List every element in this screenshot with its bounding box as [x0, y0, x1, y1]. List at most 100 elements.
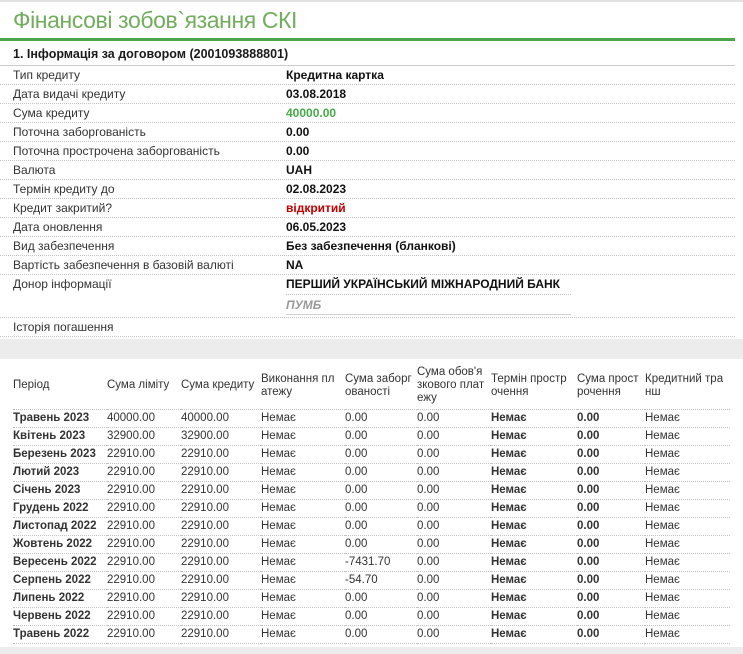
table-cell: 0.00: [345, 607, 417, 626]
table-cell: Немає: [491, 535, 577, 554]
table-cell: Немає: [645, 463, 730, 482]
field-row: Дата видачі кредиту 03.08.2018: [0, 85, 735, 104]
table-cell: 0.00: [577, 499, 645, 518]
table-cell: Жовтень 2022: [13, 535, 107, 554]
table-cell: 0.00: [345, 427, 417, 446]
field-value: 03.08.2018: [286, 87, 347, 101]
table-cell: Листопад 2022: [13, 517, 107, 536]
field-label: Валюта: [13, 163, 56, 177]
table-cell: Немає: [645, 625, 730, 644]
table-cell: 22910.00: [107, 463, 181, 482]
table-cell: 0.00: [577, 409, 645, 428]
payment-history-table: Період Сума ліміту Сума кредиту Виконання п…: [13, 364, 730, 644]
donor-bank-short-name: ПУМБ: [286, 295, 571, 315]
table-cell: 22910.00: [107, 607, 181, 626]
table-cell: Вересень 2022: [13, 553, 107, 572]
table-cell: 0.00: [345, 499, 417, 518]
table-cell: Немає: [645, 553, 730, 572]
field-value: 40000.00: [286, 106, 337, 120]
column-header-1: Період: [13, 364, 107, 410]
table-cell: Немає: [261, 481, 345, 500]
table-cell: 22910.00: [181, 463, 261, 482]
table-cell: Немає: [645, 481, 730, 500]
table-cell: 22910.00: [107, 499, 181, 518]
table-cell: Липень 2022: [13, 589, 107, 608]
table-cell: Немає: [491, 625, 577, 644]
header-row: Період Сума ліміту Сума кредиту Виконання п…: [13, 364, 730, 410]
table-cell: 0.00: [577, 535, 645, 554]
field-value: 0.00: [286, 144, 310, 158]
table-cell: Немає: [491, 463, 577, 482]
field-value: 02.08.2023: [286, 182, 347, 196]
table-cell: Немає: [261, 535, 345, 554]
field-row: Сума кредиту 40000.00: [0, 104, 735, 123]
table-row: Вересень 2022 22910.00 22910.00 Немає -7431.…: [13, 553, 730, 572]
field-row: Кредит закритий? відкритий: [0, 199, 735, 218]
field-row: Валюта UAH: [0, 161, 735, 180]
table-cell: Немає: [645, 409, 730, 428]
table-cell: Немає: [261, 589, 345, 608]
field-row: Вид забезпечення Без забезпечення (бланко…: [0, 237, 735, 256]
table-cell: 0.00: [345, 445, 417, 464]
table-cell: Немає: [261, 499, 345, 518]
field-label: Термін кредиту до: [13, 182, 115, 196]
payment-history-body: Травень 2023 40000.00 40000.00 Немає 0.00 0.0…: [13, 409, 730, 644]
table-row: Травень 2023 40000.00 40000.00 Немає 0.00 0.0…: [13, 409, 730, 428]
column-header-2: Сума ліміту: [107, 364, 181, 410]
column-header-6: Сума обов'язкового платежу: [417, 364, 491, 410]
contract-info-list: Тип кредиту Кредитна картка Дата видачі кр…: [0, 66, 743, 337]
table-top-band: [0, 339, 743, 359]
field-label: Сума кредиту: [13, 106, 90, 120]
table-cell: Лютий 2023: [13, 463, 107, 482]
table-cell: 0.00: [417, 481, 491, 500]
table-cell: Немає: [645, 517, 730, 536]
field-label: Вартість забезпечення в базовій валюті: [13, 258, 234, 272]
field-label: Дата оновлення: [13, 220, 103, 234]
top-divider: [0, 0, 743, 2]
field-value: 06.05.2023: [286, 220, 347, 234]
table-cell: Немає: [261, 625, 345, 644]
table-cell: Немає: [491, 445, 577, 464]
table-cell: 0.00: [345, 409, 417, 428]
table-cell: Березень 2023: [13, 445, 107, 464]
table-bottom-band: [0, 647, 743, 654]
payment-history-header: Період Сума ліміту Сума кредиту Виконання п…: [13, 364, 730, 410]
table-cell: 22910.00: [181, 481, 261, 500]
table-row: Липень 2022 22910.00 22910.00 Немає 0.00 0.00…: [13, 589, 730, 608]
field-row: Поточна прострочена заборгованість 0.00: [0, 142, 735, 161]
table-cell: Серпень 2022: [13, 571, 107, 590]
field-row: Тип кредиту Кредитна картка: [0, 66, 735, 85]
table-cell: Немає: [261, 445, 345, 464]
table-cell: Травень 2023: [13, 409, 107, 428]
table-cell: 0.00: [577, 607, 645, 626]
table-cell: 22910.00: [181, 517, 261, 536]
table-cell: Немає: [491, 499, 577, 518]
donor-bank-name: ПЕРШИЙ УКРАЇНСЬКИЙ МІЖНАРОДНИЙ БАНК: [286, 277, 571, 295]
table-cell: Немає: [261, 517, 345, 536]
column-header-3: Сума кредиту: [181, 364, 261, 410]
field-label: Тип кредиту: [13, 68, 81, 82]
field-label: Історія погашення: [13, 320, 114, 334]
field-row: Історія погашення: [0, 318, 735, 337]
table-cell: Немає: [261, 553, 345, 572]
table-cell: Немає: [645, 427, 730, 446]
table-cell: Немає: [261, 463, 345, 482]
table-cell: 22910.00: [181, 535, 261, 554]
table-cell: 22910.00: [107, 517, 181, 536]
table-cell: 0.00: [417, 427, 491, 446]
table-cell: Січень 2023: [13, 481, 107, 500]
field-label: Вид забезпечення: [13, 239, 115, 253]
title-divider: [0, 38, 735, 41]
field-row: Донор інформації ПЕРШИЙ УКРАЇНСЬКИЙ МІЖНА…: [0, 275, 735, 318]
column-header-9: Кредитний транш: [645, 364, 730, 410]
table-cell: Немає: [491, 481, 577, 500]
table-cell: Немає: [491, 589, 577, 608]
table-cell: 0.00: [577, 553, 645, 572]
table-cell: 22910.00: [107, 481, 181, 500]
table-cell: 32900.00: [107, 427, 181, 446]
field-label: Поточна прострочена заборгованість: [13, 144, 220, 158]
table-cell: Немає: [491, 607, 577, 626]
table-cell: Немає: [491, 571, 577, 590]
table-row: Листопад 2022 22910.00 22910.00 Немає 0.00 0.…: [13, 517, 730, 536]
table-cell: Немає: [491, 517, 577, 536]
